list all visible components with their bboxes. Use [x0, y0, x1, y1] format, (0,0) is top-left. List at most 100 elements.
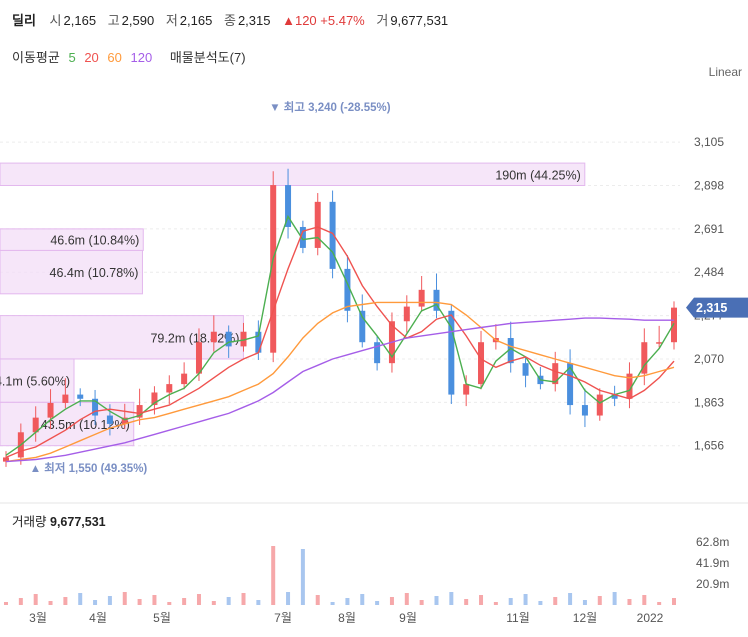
change-value: ▲120 +5.47% [282, 13, 365, 28]
candle-body [478, 342, 485, 385]
volume-bar [271, 546, 276, 605]
x-axis-label: 8월 [338, 611, 356, 625]
volume-bar [4, 602, 8, 605]
ma-120-line [5, 317, 674, 463]
candle-body [314, 201, 321, 248]
candle-body [403, 306, 410, 322]
close-value: 2,315 [237, 13, 271, 28]
price-tick-label: 2,898 [694, 179, 724, 193]
volume-bar [434, 596, 439, 605]
volume-bar [672, 598, 676, 605]
candle-body [92, 398, 99, 416]
current-price-tag [686, 297, 748, 318]
price-tick-label: 1,656 [694, 439, 724, 453]
volume-bar [464, 599, 469, 605]
indicator-legend: 이동평균 5 20 60 120 매물분석도(7) [12, 47, 251, 66]
ma-5-line [5, 214, 675, 456]
candle-body [270, 185, 277, 353]
open-value: 2,165 [63, 13, 97, 28]
candle-body [448, 310, 455, 395]
volume-bar [182, 598, 187, 605]
volume-bar [315, 595, 320, 605]
ma-120-label[interactable]: 120 [130, 50, 153, 65]
low-value: 2,165 [179, 13, 213, 28]
volume-bar [642, 595, 647, 605]
candle-body [596, 394, 603, 416]
candle-body [121, 417, 128, 424]
volume-bar [211, 601, 216, 605]
candle-body [151, 392, 158, 406]
volume-title: 거래량 9,677,531 [12, 511, 106, 530]
volume-bar [375, 601, 380, 605]
volume-bar [449, 592, 454, 605]
candle-body [77, 394, 84, 399]
volume-profile-bar [0, 162, 586, 187]
volume-profile-label: 46.6m (10.84%) [50, 234, 139, 248]
ma-5-label[interactable]: 5 [68, 50, 76, 65]
low-label: 저 [165, 13, 178, 28]
candle-body [522, 363, 529, 376]
volume-title-value: 9,677,531 [50, 515, 106, 529]
volume-bar [389, 597, 394, 605]
candle-body [567, 363, 574, 406]
scale-toggle[interactable]: Linear [708, 65, 742, 79]
volume-bar [226, 597, 231, 605]
volume-bar [479, 595, 484, 605]
volume-bar [582, 600, 587, 605]
high-value: 2,590 [121, 13, 155, 28]
volume-bar [63, 597, 68, 605]
ma-20-line [5, 226, 675, 459]
candle-body [656, 342, 663, 344]
volume-bar [627, 599, 632, 605]
volume-bar [300, 549, 305, 605]
candle-body [32, 417, 39, 433]
candle-body [344, 268, 351, 311]
ma-60-label[interactable]: 60 [107, 50, 122, 65]
candle-body [671, 307, 677, 343]
volume-bar [256, 600, 261, 605]
close-label: 종 [223, 13, 236, 28]
volume-bar [196, 594, 201, 605]
volume-label: 거 [376, 13, 389, 28]
candle-body [210, 331, 217, 343]
candle-body [359, 310, 366, 343]
volume-bar [360, 594, 365, 605]
volume-bar [122, 592, 127, 605]
volume-bar [568, 593, 573, 605]
volume-bar [523, 594, 528, 605]
candle-body [374, 342, 381, 364]
volume-profile-label: 79.2m (18.42%) [150, 331, 239, 345]
volume-bar [152, 595, 157, 605]
volume-bar [330, 602, 335, 605]
volume-profile-label[interactable]: 매물분석도(7) [169, 50, 246, 65]
candle-body [418, 289, 425, 307]
x-axis-label: 9월 [399, 611, 417, 625]
candle-body [62, 394, 69, 403]
ma-label[interactable]: 이동평균 [12, 50, 60, 65]
ma-20-label[interactable]: 20 [84, 50, 99, 65]
candle-body [581, 405, 588, 416]
volume-profile-label: 43.5m (10.12%) [41, 418, 130, 432]
volume-bar [404, 593, 409, 605]
candle-body [3, 457, 9, 462]
volume-bar [657, 602, 662, 605]
volume-tick-label: 20.9m [696, 577, 729, 591]
current-price-label: 2,315 [696, 301, 727, 315]
price-tick-label: 2,070 [694, 352, 724, 366]
open-label: 시 [49, 13, 62, 28]
volume-tick-label: 41.9m [696, 556, 729, 570]
max-price-annotation: ▼ 최고 3,240 (-28.55%) [269, 100, 391, 114]
volume-bar [107, 596, 112, 605]
volume-profile-label: 24.1m (5.60%) [0, 375, 70, 389]
x-axis-label: 3월 [29, 611, 47, 625]
volume-bar [167, 602, 172, 605]
volume-profile-label: 190m (44.25%) [495, 168, 580, 182]
volume-bar [345, 598, 350, 605]
price-tick-label: 3,105 [694, 135, 724, 149]
min-price-annotation: ▲ 최저 1,550 (49.35%) [30, 461, 148, 475]
x-axis-label: 5월 [153, 611, 171, 625]
candle-body [552, 363, 559, 385]
volume-profile-bar [0, 249, 143, 295]
candle-body [433, 289, 440, 311]
